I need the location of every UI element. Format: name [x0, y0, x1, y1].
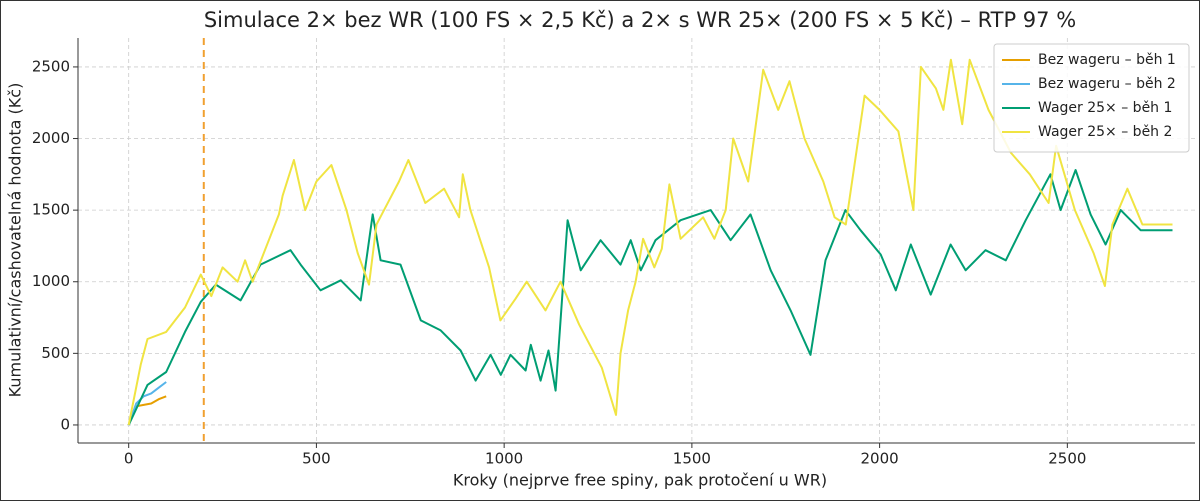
y-axis-label: Kumulativní/cashovatelná hodnota (Kč) — [6, 83, 25, 398]
y-tick-label: 500 — [41, 344, 70, 362]
legend: Bez wageru – běh 1 Bez wageru – běh 2 Wage… — [993, 43, 1190, 153]
y-tick-label: 2500 — [32, 57, 70, 75]
y-tick-label: 0 — [60, 415, 70, 433]
series-line — [127, 381, 167, 426]
legend-label: Wager 25× – běh 1 — [1038, 100, 1172, 116]
x-axis-label: Kroky (nejprve free spiny, pak protočení… — [453, 471, 827, 490]
series-line — [127, 58, 1173, 426]
x-tick-label: 2500 — [1048, 450, 1086, 468]
chart-title: Simulace 2× bez WR (100 FS × 2,5 Kč) a 2… — [204, 8, 1076, 32]
x-tick-label: 500 — [302, 450, 331, 468]
y-tick-label: 1000 — [32, 272, 70, 290]
x-tick-label: 1000 — [485, 450, 523, 468]
legend-box — [993, 43, 1190, 153]
series-line — [127, 169, 1173, 426]
legend-label: Bez wageru – běh 2 — [1038, 76, 1176, 92]
legend-label: Bez wageru – běh 1 — [1038, 52, 1176, 68]
legend-label: Wager 25× – běh 2 — [1038, 124, 1172, 140]
x-tick-label: 0 — [124, 450, 134, 468]
x-tick-label: 2000 — [861, 450, 899, 468]
y-tick-label: 2000 — [32, 129, 70, 147]
x-tick-label: 1500 — [673, 450, 711, 468]
y-tick-label: 1500 — [32, 201, 70, 219]
